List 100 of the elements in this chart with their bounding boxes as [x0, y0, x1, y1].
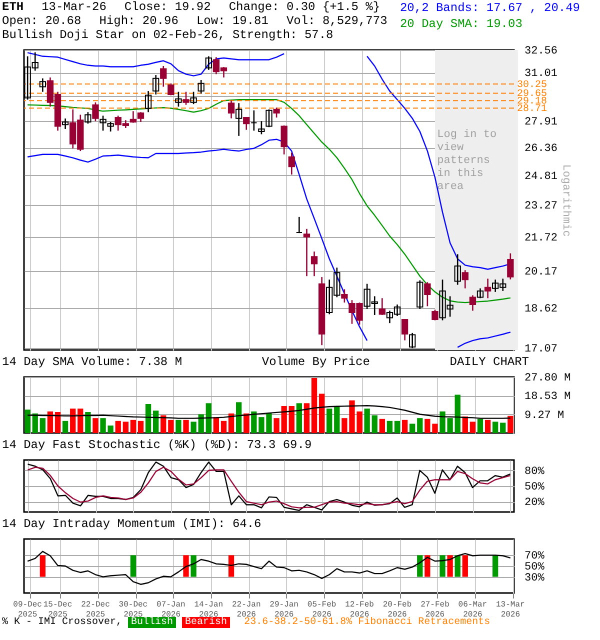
bar [364, 408, 370, 433]
line-series [26, 550, 512, 585]
candlestick [303, 228, 310, 277]
y-tick-label: 70% [524, 550, 545, 563]
candlestick [462, 270, 468, 289]
candlestick [280, 124, 288, 156]
candlestick [424, 282, 431, 307]
candlestick [341, 288, 348, 304]
bar [304, 403, 310, 433]
bar [236, 402, 242, 433]
ref-line-label: 28.71 [517, 104, 548, 116]
candlestick [378, 298, 386, 316]
text: 23.6-38.2-50-61.8% Fibonacci Retracements [244, 617, 490, 628]
candlestick [273, 106, 280, 118]
candlestick [266, 108, 272, 128]
band-label: Log in to view patterns in this area [437, 129, 497, 193]
y-tick-label: 50% [524, 562, 545, 574]
bar [386, 420, 393, 433]
bar [508, 416, 514, 433]
bar [274, 418, 280, 433]
bar [176, 420, 182, 433]
candlestick [432, 309, 438, 321]
bar [168, 420, 174, 433]
y-tick-label: 26.36 [524, 143, 558, 156]
bar [145, 404, 152, 433]
bar [372, 415, 378, 433]
text: Open: 20.68 [2, 14, 82, 28]
candlestick [144, 90, 152, 113]
text: Bullish [128, 617, 176, 628]
candlestick [130, 110, 137, 124]
y-axis-title: Logarithmic [560, 164, 572, 237]
bar [326, 408, 332, 433]
bar [311, 378, 318, 433]
bar [484, 420, 491, 433]
x-tick-label: 13-Mar 2026 [496, 600, 526, 620]
x-tick-label: 22-Dec 2025 [81, 600, 110, 620]
candlestick [205, 56, 212, 70]
y-tick-label: 18.62 [524, 303, 558, 316]
text: Vol: 8,529,773 [286, 14, 388, 28]
bar [115, 420, 121, 433]
chart-title: 14 Day Fast Stochastic (%K) (%D): 73.3 69.9 [2, 438, 312, 452]
bar [54, 412, 61, 433]
bar [32, 413, 38, 433]
candlestick [235, 102, 242, 137]
bar [78, 408, 84, 433]
bar [122, 422, 128, 433]
bar [183, 420, 189, 433]
bar [296, 403, 302, 433]
y-tick-label: 21.72 [524, 232, 558, 244]
bar [62, 420, 68, 433]
candlestick [310, 250, 318, 277]
bar [500, 422, 506, 433]
bar [492, 422, 498, 433]
bar [244, 413, 250, 433]
candlestick [288, 152, 295, 176]
candlestick [190, 91, 197, 105]
bar [220, 420, 227, 433]
y-tick-label: 32.56 [524, 46, 558, 58]
y-tick-label: 30% [524, 572, 545, 584]
bar [130, 420, 136, 433]
bar [410, 424, 416, 433]
bar [318, 394, 325, 433]
y-tick-label: 50% [524, 482, 545, 494]
legend-title: % K - IMI Crossover, [2, 617, 122, 628]
bar [190, 422, 196, 433]
bar [334, 406, 340, 433]
text: Close: 19.92 [124, 0, 211, 14]
text: DAILY CHART [450, 355, 529, 369]
candlestick [175, 91, 182, 108]
line-series [26, 405, 512, 419]
candlestick [401, 318, 408, 341]
candlestick [243, 116, 250, 130]
candlestick [182, 91, 190, 106]
bar [470, 422, 476, 433]
bar [85, 412, 91, 433]
y-tick-label: 20% [524, 497, 545, 510]
bar [281, 406, 287, 433]
line-series [27, 461, 511, 512]
text: Volume By Price [262, 355, 370, 369]
candlestick [62, 118, 69, 130]
bar [198, 414, 204, 433]
candlestick [39, 78, 46, 92]
y-tick-label: 23.27 [524, 200, 558, 213]
text: Low: 19.81 [196, 14, 268, 28]
bar [402, 420, 408, 433]
text: High: 20.96 [99, 14, 178, 28]
text: 13-Mar-26 [42, 0, 106, 14]
y-tick-label: 20.17 [524, 266, 558, 279]
y-tick-label: 31.01 [524, 68, 558, 80]
bar [462, 416, 468, 433]
candlestick [250, 110, 258, 132]
bar [70, 408, 76, 433]
text: Bearish [182, 617, 230, 628]
candlestick [416, 280, 424, 310]
y-tick-label: 27.91 [524, 116, 558, 129]
bar [477, 418, 484, 433]
chart-title: 14 Day Intraday Momentum (IMI): 64.6 [2, 517, 262, 531]
candlestick [228, 100, 235, 119]
bar [228, 413, 234, 433]
bar [24, 410, 30, 433]
